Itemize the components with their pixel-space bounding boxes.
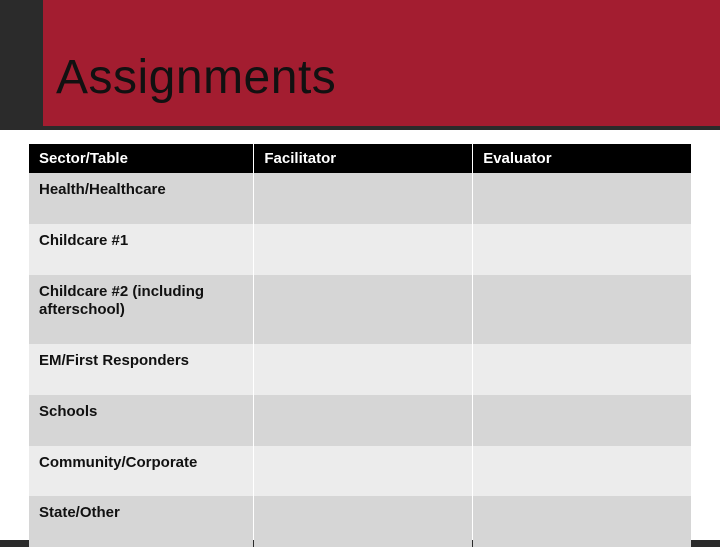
col-header-evaluator: Evaluator <box>473 144 691 173</box>
cell-facilitator <box>254 395 472 446</box>
cell-sector: Childcare #2 (including afterschool) <box>29 275 253 345</box>
cell-evaluator <box>473 496 691 547</box>
cell-sector: State/Other <box>29 496 253 547</box>
table-row: Childcare #2 (including afterschool) <box>29 275 691 345</box>
title-banner-underline <box>43 126 720 130</box>
table-row: Childcare #1 <box>29 224 691 275</box>
cell-evaluator <box>473 446 691 497</box>
table-row: Community/Corporate <box>29 446 691 497</box>
col-header-facilitator: Facilitator <box>254 144 472 173</box>
table-row: Schools <box>29 395 691 446</box>
slide-title: Assignments <box>56 50 336 105</box>
cell-sector: Childcare #1 <box>29 224 253 275</box>
cell-facilitator <box>254 173 472 224</box>
cell-facilitator <box>254 224 472 275</box>
table-row: Health/Healthcare <box>29 173 691 224</box>
assignments-table-wrap: Sector/Table Facilitator Evaluator Healt… <box>28 144 692 547</box>
col-header-sector: Sector/Table <box>29 144 253 173</box>
cell-facilitator <box>254 496 472 547</box>
table-header-row: Sector/Table Facilitator Evaluator <box>29 144 691 173</box>
cell-evaluator <box>473 224 691 275</box>
cell-facilitator <box>254 344 472 395</box>
cell-sector: Schools <box>29 395 253 446</box>
cell-evaluator <box>473 275 691 345</box>
title-banner-accent <box>0 0 43 130</box>
table-row: State/Other <box>29 496 691 547</box>
cell-evaluator <box>473 173 691 224</box>
cell-facilitator <box>254 275 472 345</box>
cell-sector: EM/First Responders <box>29 344 253 395</box>
assignments-table: Sector/Table Facilitator Evaluator Healt… <box>28 144 692 547</box>
cell-sector: Community/Corporate <box>29 446 253 497</box>
cell-evaluator <box>473 344 691 395</box>
table-body: Health/Healthcare Childcare #1 Childcare… <box>29 173 691 547</box>
cell-facilitator <box>254 446 472 497</box>
cell-sector: Health/Healthcare <box>29 173 253 224</box>
table-row: EM/First Responders <box>29 344 691 395</box>
slide: Assignments Sector/Table Facilitator Eva… <box>0 0 720 540</box>
cell-evaluator <box>473 395 691 446</box>
